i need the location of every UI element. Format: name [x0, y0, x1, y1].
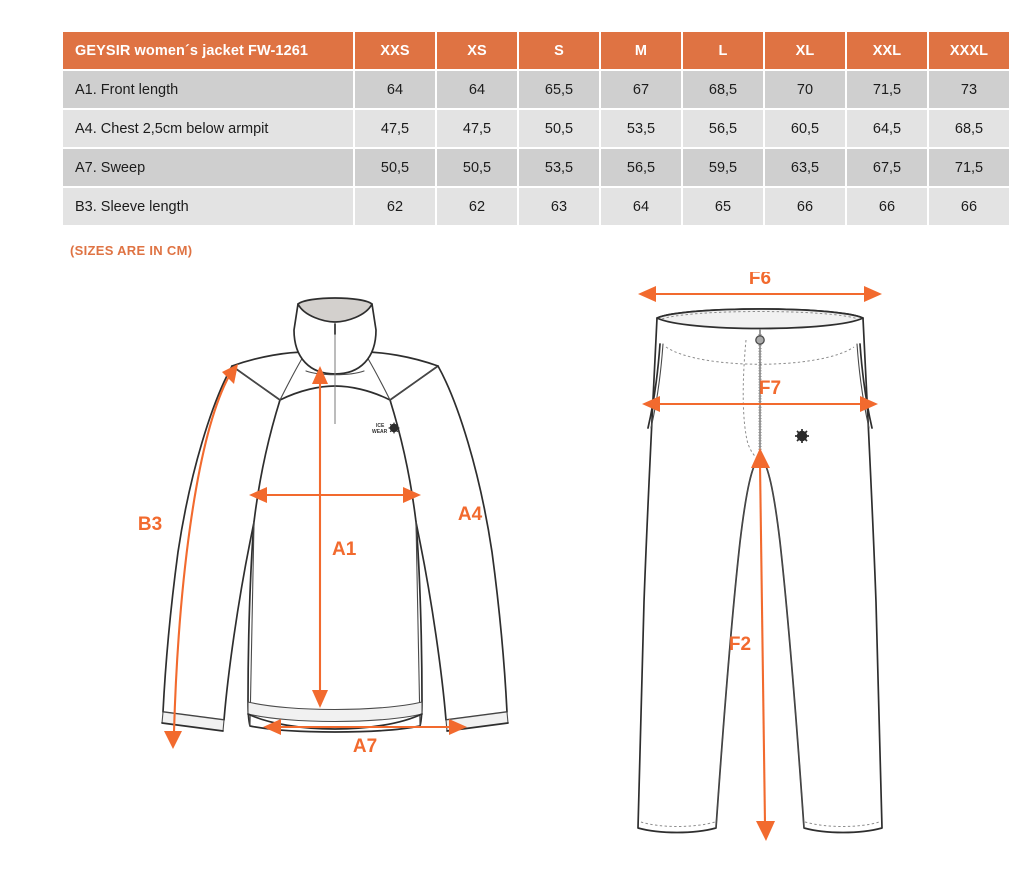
measurement-a4-label: A4	[458, 504, 483, 525]
measurement-label: B3. Sleeve length	[63, 188, 353, 225]
measurement-a4-arrow	[249, 487, 421, 503]
pants-left-hem-stitch	[640, 821, 716, 827]
measurement-b3-label: B3	[138, 514, 162, 535]
size-chart-table: GEYSIR women´s jacket FW-1261 XXS XS S M…	[61, 30, 1011, 227]
measurement-value: 47,5	[355, 110, 435, 147]
pants-left-pocket	[647, 343, 661, 429]
measurement-value: 70	[765, 71, 845, 108]
jacket-right-shoulder-seam	[389, 365, 439, 401]
table-body: A1. Front length 64 64 65,5 67 68,5 70 7…	[63, 71, 1009, 225]
garment-diagrams: ICE WEAR A4 A	[0, 272, 1034, 891]
measurement-b3-arrow	[164, 364, 238, 749]
measurement-value: 56,5	[683, 110, 763, 147]
brand-line-1: ICE	[376, 423, 385, 429]
measurement-a1-arrow	[312, 366, 328, 708]
size-header-m: M	[601, 32, 681, 69]
size-header-l: L	[683, 32, 763, 69]
measurement-a7-label: A7	[353, 736, 377, 757]
size-header-xxs: XXS	[355, 32, 435, 69]
measurement-value: 50,5	[437, 149, 517, 186]
jacket-left-shoulder-seam	[231, 365, 281, 401]
measurement-value: 64,5	[847, 110, 927, 147]
size-header-s: S	[519, 32, 599, 69]
measurement-value: 64	[355, 71, 435, 108]
measurement-value: 47,5	[437, 110, 517, 147]
table-header-row: GEYSIR women´s jacket FW-1261 XXS XS S M…	[63, 32, 1009, 69]
measurement-value: 53,5	[519, 149, 599, 186]
pants-snowflake-icon	[795, 429, 809, 443]
pants-right-pocket-edge	[856, 343, 870, 429]
measurement-label: A1. Front length	[63, 71, 353, 108]
measurement-label: A7. Sweep	[63, 149, 353, 186]
pants-right-hem-stitch	[804, 821, 880, 827]
measurement-value: 56,5	[601, 149, 681, 186]
table-row: B3. Sleeve length 62 62 63 64 65 66 66 6…	[63, 188, 1009, 225]
measurement-f2-arrow	[751, 448, 775, 841]
table-row: A7. Sweep 50,5 50,5 53,5 56,5 59,5 63,5 …	[63, 149, 1009, 186]
jacket-right-shoulder-top	[363, 351, 439, 367]
measurement-value: 65	[683, 188, 763, 225]
sizes-unit-note: (SIZES ARE IN CM)	[70, 243, 193, 258]
jacket-left-shoulder-top	[231, 351, 307, 367]
measurement-value: 59,5	[683, 149, 763, 186]
measurement-a7-arrow	[263, 719, 467, 735]
jacket-diagram: ICE WEAR A4 A	[138, 297, 509, 757]
measurement-value: 68,5	[929, 110, 1009, 147]
measurement-value: 67,5	[847, 149, 927, 186]
size-header-xs: XS	[437, 32, 517, 69]
ice-wear-logo: ICE WEAR	[372, 422, 400, 435]
measurement-value: 64	[601, 188, 681, 225]
pants-left-inner-seam	[715, 456, 761, 829]
measurement-value: 66	[929, 188, 1009, 225]
table-row: A4. Chest 2,5cm below armpit 47,5 47,5 5…	[63, 110, 1009, 147]
measurement-value: 63	[519, 188, 599, 225]
measurement-value: 62	[355, 188, 435, 225]
pants-left-pocket-edge	[650, 343, 664, 429]
measurement-value: 71,5	[929, 149, 1009, 186]
pants-fly-stitch	[742, 339, 761, 461]
table-header: GEYSIR women´s jacket FW-1261 XXS XS S M…	[63, 32, 1009, 69]
measurement-value: 71,5	[847, 71, 927, 108]
measurement-a1-label: A1	[332, 539, 357, 560]
jacket-left-cuff-edge	[161, 722, 224, 732]
pants-diagram: F6 F7 F2	[637, 272, 883, 841]
size-header-xxxl: XXXL	[929, 32, 1009, 69]
measurement-value: 60,5	[765, 110, 845, 147]
measurement-f2-label: F2	[729, 634, 751, 655]
measurement-value: 73	[929, 71, 1009, 108]
table-row: A1. Front length 64 64 65,5 67 68,5 70 7…	[63, 71, 1009, 108]
size-chart-table-container: GEYSIR women´s jacket FW-1261 XXS XS S M…	[61, 30, 1011, 227]
pants-right-pocket	[859, 343, 873, 429]
measurement-value: 65,5	[519, 71, 599, 108]
measurement-f6-label: F6	[749, 272, 771, 289]
measurement-value: 66	[847, 188, 927, 225]
measurement-label: A4. Chest 2,5cm below armpit	[63, 110, 353, 147]
pants-right-inner-seam	[759, 456, 805, 829]
measurement-value: 63,5	[765, 149, 845, 186]
measurement-value: 53,5	[601, 110, 681, 147]
measurement-value: 50,5	[355, 149, 435, 186]
measurement-value: 64	[437, 71, 517, 108]
snowflake-icon	[388, 422, 400, 434]
measurement-f7-label: F7	[759, 378, 781, 399]
measurement-value: 50,5	[519, 110, 599, 147]
measurement-value: 68,5	[683, 71, 763, 108]
measurement-f7-arrow	[642, 396, 878, 412]
pants-waistband	[656, 308, 864, 330]
size-header-xl: XL	[765, 32, 845, 69]
size-header-xxl: XXL	[847, 32, 927, 69]
measurement-value: 66	[765, 188, 845, 225]
brand-line-2: WEAR	[372, 429, 388, 435]
measurement-value: 67	[601, 71, 681, 108]
pants-waist-button-icon	[755, 335, 765, 345]
table-title-cell: GEYSIR women´s jacket FW-1261	[63, 32, 353, 69]
pants-waistband-stitch	[661, 311, 859, 320]
jacket-collar-inside	[297, 297, 373, 323]
jacket-hem-edge	[247, 713, 423, 730]
measurement-f6-arrow	[638, 286, 882, 302]
measurement-value: 62	[437, 188, 517, 225]
